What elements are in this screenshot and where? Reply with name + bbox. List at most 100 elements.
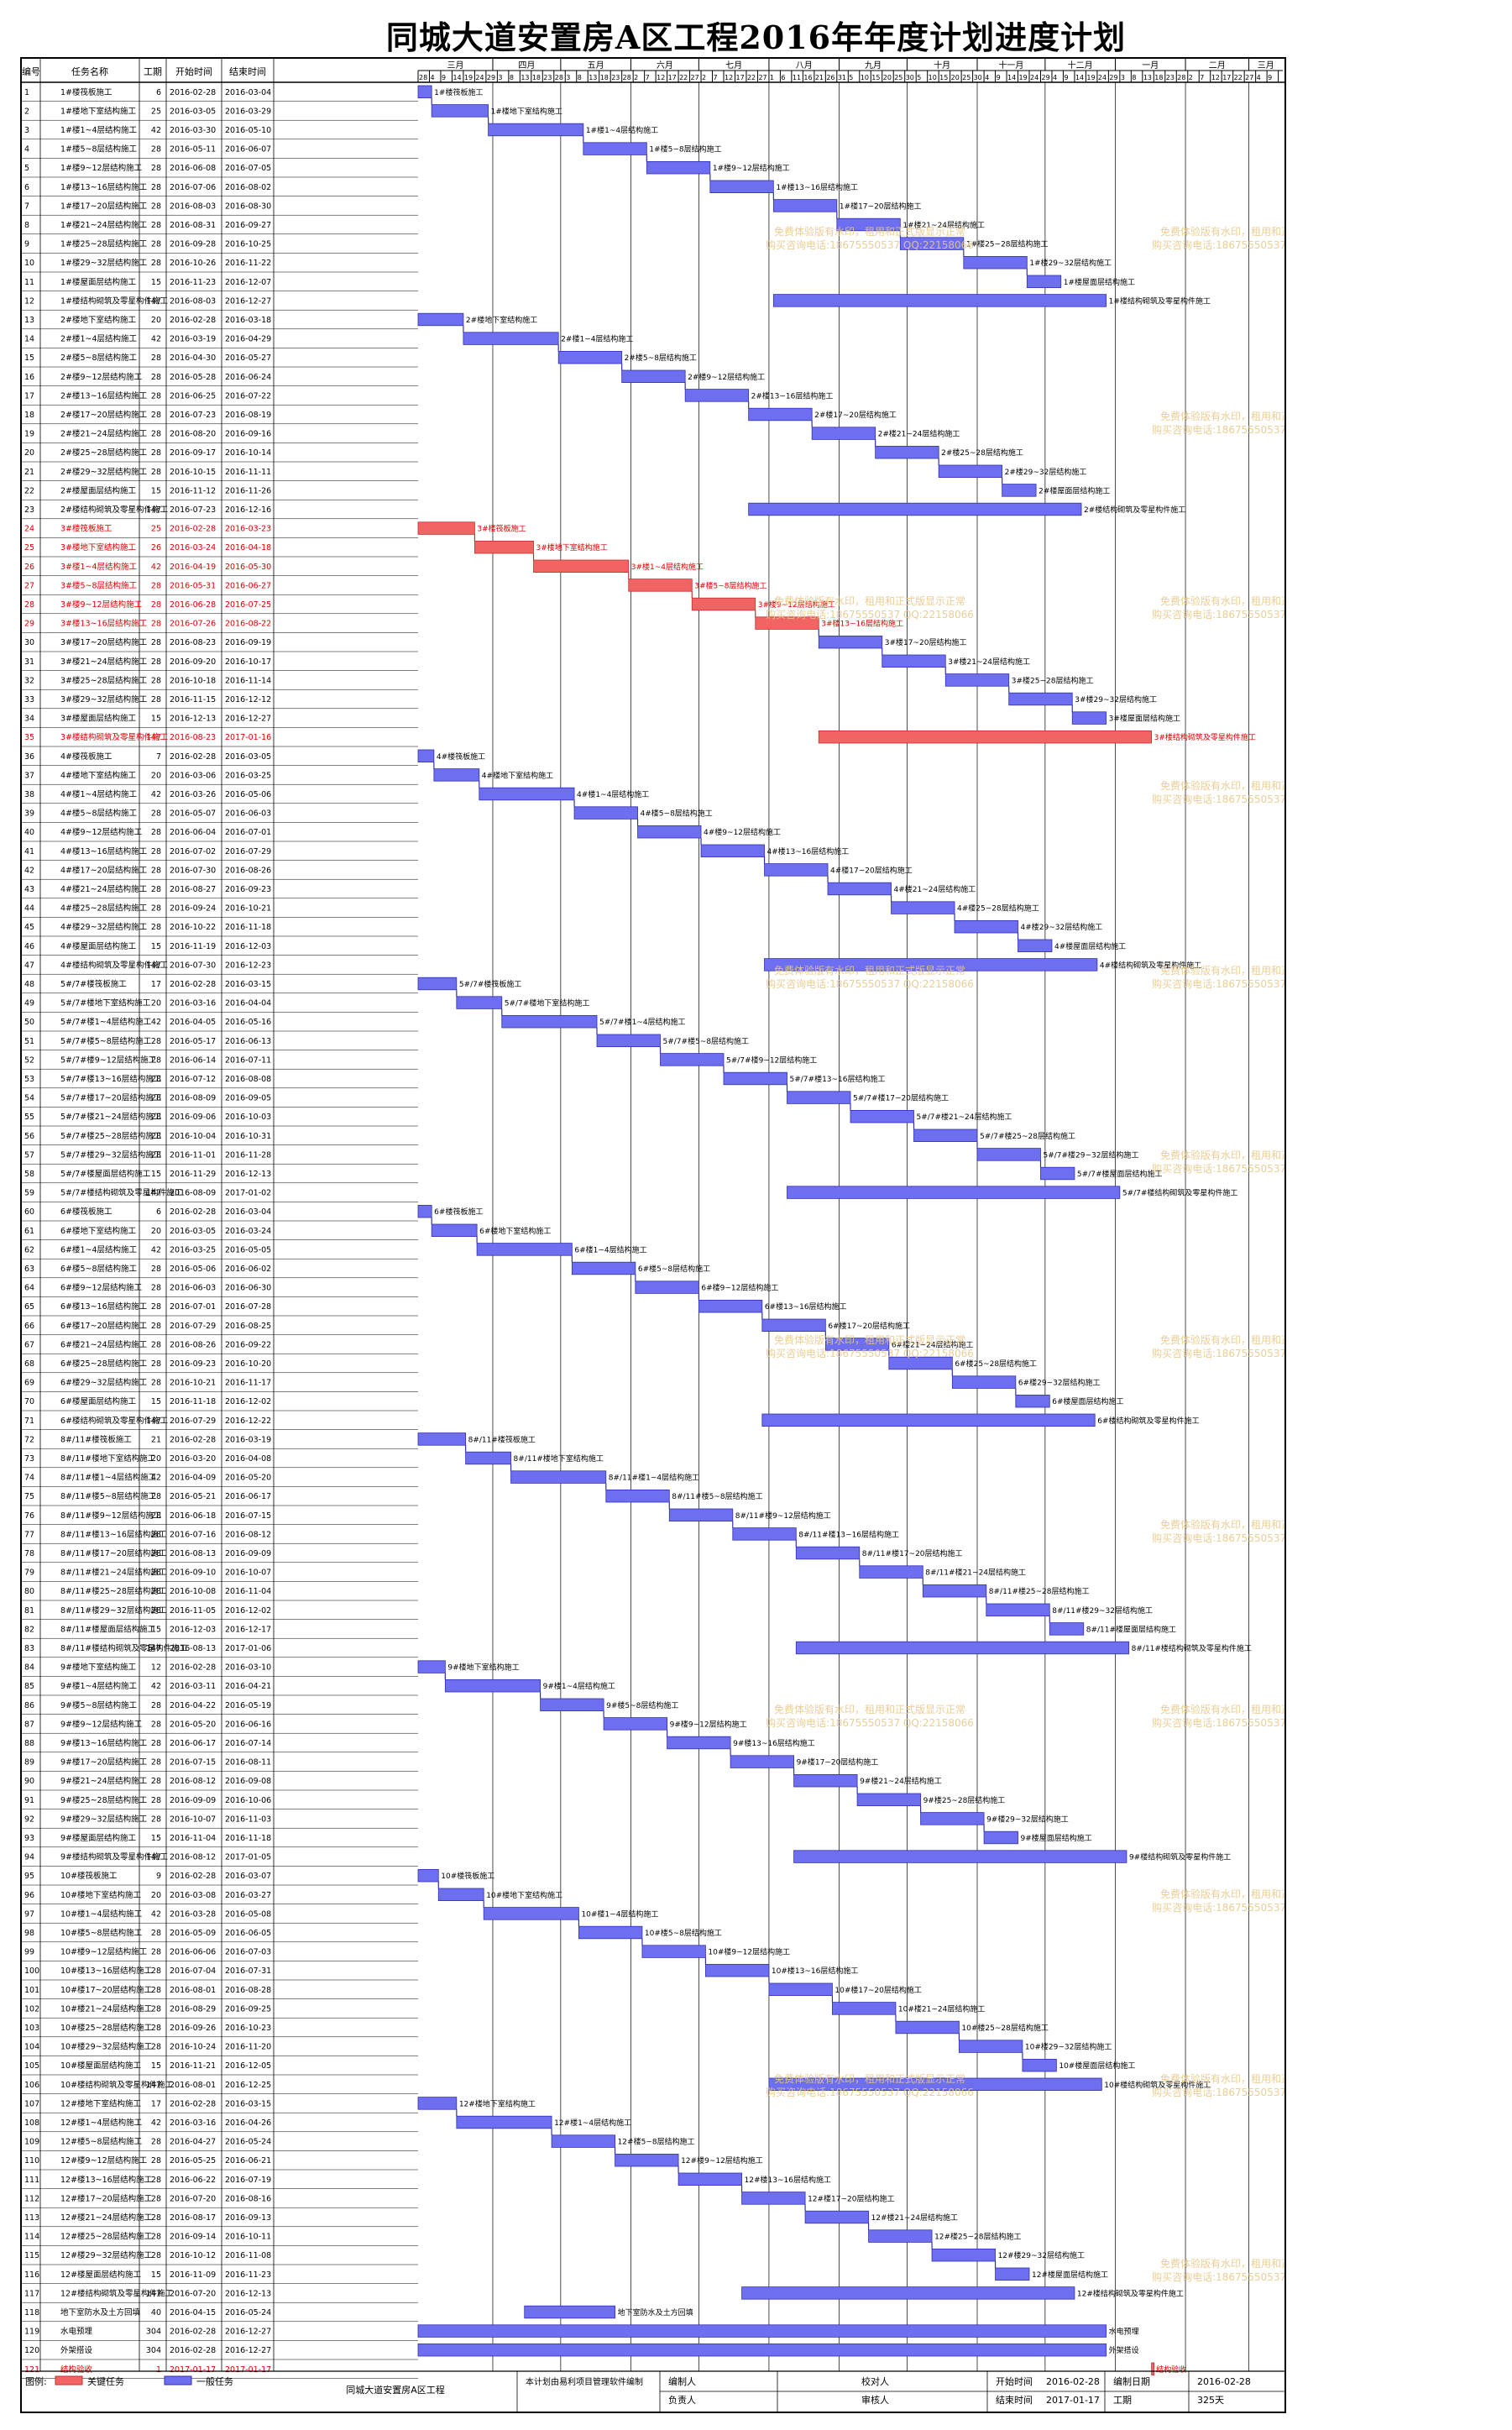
day-tick-label: 29: [1041, 74, 1049, 81]
task-start: 2016-09-14: [170, 2233, 216, 2242]
day-tick-label: 18: [1154, 74, 1163, 81]
day-tick-label: 26: [826, 74, 834, 81]
task-name: 10#楼筏板施工: [60, 1871, 118, 1881]
task-bar-label: 1#楼25~28层结构施工: [966, 239, 1049, 249]
footer-duration-label: 工期: [1113, 2395, 1132, 2406]
task-bar-label: 4#楼21~24层结构施工: [894, 884, 976, 894]
task-end: 2016-08-08: [225, 1075, 271, 1084]
day-tick-label: 28: [1177, 74, 1185, 81]
task-start: 2016-06-17: [170, 1739, 216, 1748]
task-bar: [761, 1413, 1096, 1427]
task-bar-label: 4#楼13~16层结构施工: [767, 846, 850, 856]
task-duration: 28: [151, 1132, 161, 1141]
task-end: 2016-11-14: [225, 676, 271, 685]
task-bar-label: 5#/7#楼结构砌筑及零星构件施工: [1122, 1188, 1238, 1198]
task-id: 62: [24, 1245, 34, 1254]
legend-critical-label: 关键任务: [87, 2375, 124, 2387]
task-end: 2016-10-11: [225, 2233, 271, 2242]
watermark: 免费体验版有水印，租用和正式版显示正常: [774, 1703, 965, 1715]
watermark: 免费体验版有水印，租用和正式版显示正常: [1160, 779, 1284, 792]
day-tick-label: 20: [951, 74, 960, 81]
task-start: 2016-05-09: [170, 1929, 216, 1938]
task-id: 41: [24, 847, 34, 856]
task-bar-label: 1#楼1~4层结构施工: [586, 125, 658, 135]
task-duration: 42: [151, 1018, 161, 1027]
task-end: 2016-03-25: [225, 771, 271, 780]
task-bar: [479, 787, 575, 801]
task-duration: 15: [151, 2061, 161, 2071]
task-id: 81: [24, 1606, 34, 1616]
task-start: 2016-08-12: [170, 1777, 216, 1786]
task-start: 2016-03-05: [170, 1227, 216, 1236]
day-tick-label: 2: [702, 74, 706, 81]
task-bar: [417, 2343, 1107, 2357]
task-duration: 28: [151, 2194, 161, 2203]
task-start: 2016-12-03: [170, 1625, 216, 1634]
task-end: 2016-08-28: [225, 1986, 271, 1995]
task-bar-label: 9#楼地下室结构施工: [447, 1663, 519, 1673]
task-bar-label: 8#/11#楼1~4层结构施工: [609, 1473, 699, 1483]
task-id: 89: [24, 1758, 34, 1768]
task-end: 2016-06-13: [225, 1037, 271, 1046]
task-start: 2016-10-22: [170, 923, 216, 932]
task-end: 2016-10-31: [225, 1132, 271, 1141]
task-bar: [976, 1148, 1041, 1161]
day-tick-label: 10: [861, 74, 869, 81]
task-start: 2016-03-25: [170, 1245, 216, 1254]
task-start: 2016-05-20: [170, 1720, 216, 1729]
month-label: 六月: [657, 60, 673, 71]
day-tick-label: 2: [1189, 74, 1193, 81]
task-end: 2016-03-23: [225, 525, 271, 534]
task-bar-label: 10#楼21~24层结构施工: [898, 2003, 985, 2014]
task-duration: 28: [151, 923, 161, 932]
task-bar: [795, 1546, 861, 1560]
task-bar: [417, 1660, 446, 1673]
task-name: 9#楼25~28层结构施工: [60, 1795, 148, 1805]
month-label: 三月: [447, 60, 463, 71]
task-name: 4#楼13~16层结构施工: [60, 846, 148, 856]
day-tick-label: 29: [487, 74, 495, 81]
task-bar-label: 5#/7#楼21~24层结构施工: [916, 1112, 1012, 1122]
task-bar-label: 10#楼结构砌筑及零星构件施工: [1104, 2080, 1211, 2090]
task-bar-label: 12#楼29~32层结构施工: [998, 2250, 1085, 2260]
task-name: 1#楼13~16层结构施工: [60, 182, 148, 192]
task-bar: [571, 1261, 636, 1275]
task-bar-label: 5#/7#楼17~20层结构施工: [853, 1093, 949, 1103]
task-id: 27: [24, 581, 34, 590]
task-duration: 28: [151, 221, 161, 230]
task-duration: 15: [151, 2270, 161, 2280]
task-end: 2016-09-08: [225, 1777, 271, 1786]
task-id: 105: [24, 2061, 39, 2071]
task-end: 2016-06-17: [225, 1492, 271, 1501]
task-start: 2016-04-09: [170, 1474, 216, 1483]
task-end: 2016-08-19: [225, 411, 271, 420]
task-duration: 28: [151, 695, 161, 704]
day-tick-label: 22: [1234, 74, 1243, 81]
task-end: 2016-10-21: [225, 904, 271, 914]
watermark: 免费体验版有水印，租用和正式版显示正常: [1160, 1333, 1284, 1346]
task-name: 5#/7#楼5~8层结构施工: [60, 1036, 152, 1046]
task-bar: [827, 882, 892, 896]
task-id: 29: [24, 620, 34, 629]
task-name: 5#/7#楼筏板施工: [60, 979, 127, 989]
day-tick-label: 9: [1064, 74, 1068, 81]
task-bar: [510, 1470, 607, 1484]
task-end: 2016-08-11: [225, 1758, 271, 1768]
task-end: 2016-06-16: [225, 1720, 271, 1729]
task-end: 2016-12-07: [225, 278, 271, 287]
task-end: 2016-10-25: [225, 240, 271, 249]
task-end: 2016-07-14: [225, 1739, 271, 1748]
task-id: 110: [24, 2156, 39, 2166]
task-duration: 20: [151, 999, 161, 1008]
task-duration: 20: [151, 771, 161, 780]
task-name: 4#楼9~12层结构施工: [60, 827, 143, 837]
day-tick-label: 21: [815, 74, 824, 81]
task-name: 1#楼屋面层结构施工: [60, 277, 137, 287]
task-duration: 304: [146, 2328, 161, 2337]
task-duration: 28: [151, 1511, 161, 1521]
day-tick-label: 19: [464, 74, 473, 81]
task-bar-label: 3#楼屋面层结构施工: [1109, 714, 1180, 724]
footer-duration-value: 325天: [1197, 2395, 1224, 2406]
task-start: 2016-10-24: [170, 2043, 216, 2052]
task-bar-label: 地下室防水及土方回填: [618, 2307, 693, 2317]
